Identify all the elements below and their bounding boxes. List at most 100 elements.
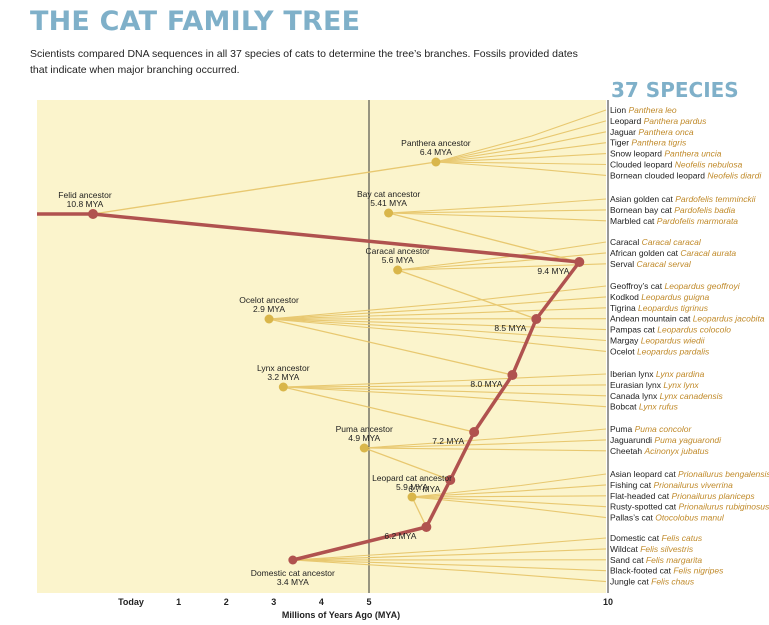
species-branch	[283, 386, 607, 408]
species-label: Snow leopard Panthera uncia	[610, 149, 722, 159]
species-label: African golden cat Caracal aurata	[610, 248, 736, 258]
species-branch	[411, 484, 607, 498]
page-title: THE CAT FAMILY TREE	[30, 6, 361, 37]
clade-date-label: 3.4 MYA	[277, 577, 309, 587]
species-branch	[364, 439, 607, 449]
species-label: Tigrina Leopardus tigrinus	[610, 303, 709, 313]
main-node-date: 8.5 MYA	[494, 323, 526, 333]
clade-name-label: Caracal ancestor	[366, 246, 430, 256]
species-branch	[292, 559, 607, 572]
species-label: Clouded leopard Neofelis nebulosa	[610, 160, 743, 170]
main-node-date: 9.4 MYA	[537, 266, 569, 276]
x-tick-label: Today	[118, 597, 144, 607]
species-label: Caracal Caracal caracal	[610, 237, 702, 247]
species-label: Asian golden cat Pardofelis temminckii	[610, 194, 757, 204]
clade-name-label: Domestic cat ancestor	[251, 568, 335, 578]
species-branch	[283, 384, 607, 388]
species-label: Bobcat Lynx rufus	[610, 402, 679, 412]
branch-line	[388, 212, 580, 263]
chart-background	[37, 100, 606, 593]
species-branch	[435, 120, 607, 163]
clade-date-label: 5.6 MYA	[382, 255, 414, 265]
species-branch	[388, 209, 607, 214]
clade-ancestor-node	[407, 492, 417, 502]
clade-name-label: Panthera ancestor	[401, 138, 471, 148]
branch-line	[364, 447, 451, 481]
x-tick-label: 3	[271, 597, 276, 607]
clade-date-label: 5.41 MYA	[370, 198, 407, 208]
x-tick-label: 10	[603, 597, 613, 607]
species-label: Domestic cat Felis catus	[610, 533, 703, 543]
clade-ancestor-node	[264, 314, 274, 324]
species-label: Puma Puma concolor	[610, 424, 692, 434]
species-label: Fishing cat Prionailurus viverrina	[610, 480, 733, 490]
species-branch	[364, 428, 607, 449]
species-branch	[411, 473, 607, 498]
branch-line	[283, 386, 475, 433]
species-label: Cheetah Acinonyx jubatus	[610, 446, 710, 456]
species-label: Andean mountain cat Leopardus jacobita	[610, 314, 765, 324]
main-lineage-node	[88, 209, 98, 219]
main-lineage-node	[469, 427, 480, 437]
species-branch	[269, 318, 607, 331]
species-label: Black-footed cat Felis nigripes	[610, 566, 724, 576]
species-branch	[269, 318, 607, 342]
clade-ancestor-node	[278, 382, 288, 392]
species-branch	[269, 307, 607, 320]
branch-line	[411, 496, 427, 528]
clade-name-label: Lynx ancestor	[257, 363, 310, 373]
clade-date-label: 5.9 MYA	[396, 482, 428, 492]
species-label: Bornean clouded leopard Neofelis diardi	[610, 170, 762, 180]
clade-date-label: 2.9 MYA	[253, 304, 285, 314]
species-label: Kodkod Leopardus guigna	[610, 292, 710, 302]
x-tick-label: 5	[366, 597, 371, 607]
species-label: Flat-headed cat Prionailurus planiceps	[610, 491, 755, 501]
species-branch	[364, 447, 607, 452]
clade-name-label: Puma ancestor	[336, 424, 393, 434]
main-lineage-node	[531, 314, 542, 324]
x-tick-label: 2	[224, 597, 229, 607]
clade-ancestor-node	[431, 157, 441, 167]
species-heading: 37 SPECIES	[611, 78, 739, 102]
species-label: Margay Leopardus wiedii	[610, 336, 706, 346]
main-node-date: 6.7 MYA	[408, 484, 440, 494]
species-branch	[435, 161, 607, 176]
species-label: Iberian lynx Lynx pardina	[610, 369, 705, 379]
species-label: Jaguarundi Puma yaguarondi	[610, 435, 722, 445]
main-lineage-node	[507, 370, 518, 380]
species-branch	[388, 212, 607, 222]
branch-line	[268, 318, 513, 376]
main-node-date: 10.8 MYA	[67, 199, 104, 209]
species-branch	[435, 131, 607, 163]
species-label: Pampas cat Leopardus colocolo	[610, 325, 731, 335]
species-branch	[435, 161, 607, 166]
clade-ancestor-node	[288, 555, 298, 565]
species-branch	[283, 386, 607, 397]
main-lineage-node	[445, 475, 456, 485]
clade-ancestor-node	[384, 208, 394, 218]
species-label: Wildcat Felis silvestris	[610, 544, 694, 554]
species-label: Eurasian lynx Lynx lynx	[610, 380, 699, 390]
branch-line	[92, 161, 437, 215]
x-tick-label: 1	[176, 597, 181, 607]
clade-ancestor-node	[393, 265, 403, 275]
species-branch	[411, 496, 607, 508]
species-branch	[388, 198, 607, 214]
main-lineage-node	[421, 522, 432, 532]
species-branch	[269, 296, 607, 320]
species-branch	[435, 142, 607, 163]
clade-ancestor-node	[359, 443, 369, 453]
main-node-name: Felid ancestor	[58, 190, 112, 200]
species-label: Geoffroy’s cat Leopardus geoffroyi	[610, 281, 741, 291]
main-node-date: 8.0 MYA	[470, 379, 502, 389]
clade-date-label: 3.2 MYA	[267, 372, 299, 382]
species-label: Rusty-spotted cat Prionailurus rubiginos…	[610, 502, 769, 512]
species-label: Serval Caracal serval	[610, 259, 692, 269]
main-node-date: 7.2 MYA	[432, 436, 464, 446]
species-branch	[435, 109, 607, 163]
species-branch	[268, 318, 607, 352]
species-label: Jungle cat Felis chaus	[610, 577, 695, 587]
species-branch	[292, 559, 607, 583]
clade-name-label: Bay cat ancestor	[357, 189, 420, 199]
